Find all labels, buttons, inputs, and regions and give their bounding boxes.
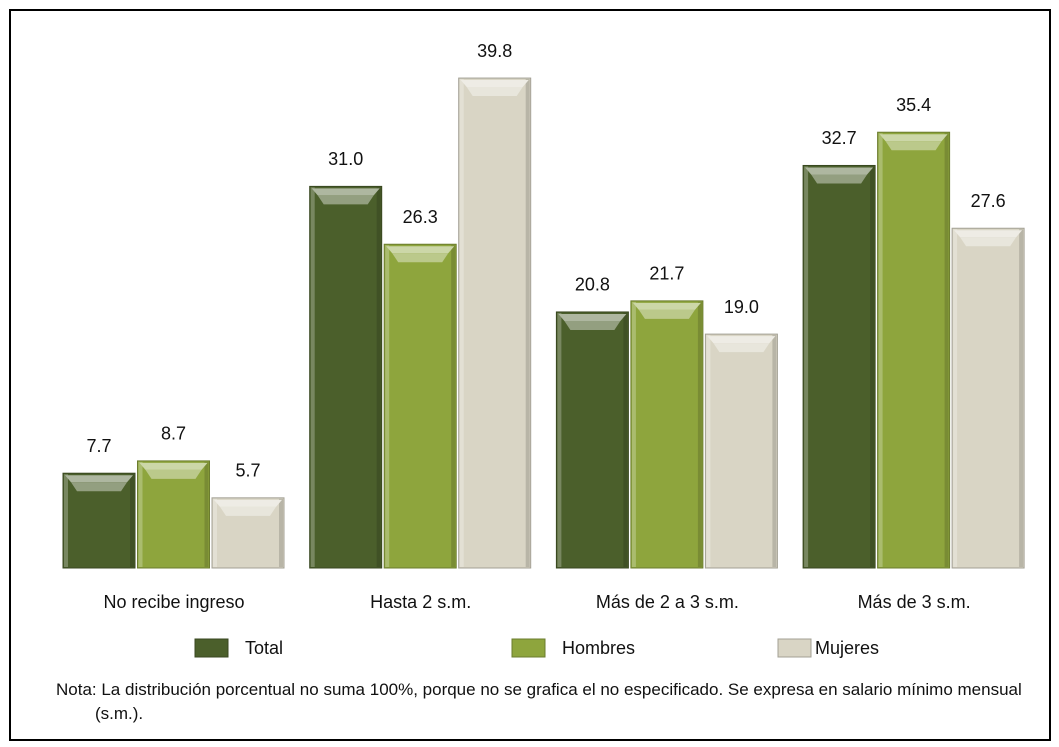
- bar-bevel: [65, 475, 133, 483]
- x-tick-label: Más de 3 s.m.: [858, 592, 971, 612]
- bar-edge: [64, 474, 68, 567]
- bar-bevel: [632, 302, 701, 310]
- bar-edge: [385, 245, 390, 567]
- bar-edge: [204, 461, 209, 567]
- bar-edge: [557, 312, 562, 567]
- bar: [951, 227, 1025, 569]
- bar-bevel: [885, 141, 942, 151]
- bar-edge: [130, 474, 134, 567]
- bar-bevel: [317, 195, 374, 205]
- bar-bevel: [139, 462, 208, 470]
- data-label: 7.7: [86, 436, 111, 456]
- bar-edge: [631, 301, 636, 567]
- data-label: 35.4: [896, 95, 931, 115]
- bar-edge: [213, 498, 217, 567]
- bar-bevel: [311, 188, 380, 196]
- bar-bevel: [954, 230, 1023, 238]
- bar-bevel: [564, 320, 621, 330]
- legend-label: Total: [245, 638, 283, 658]
- data-label: 39.8: [477, 41, 512, 61]
- bar-edge: [944, 133, 949, 567]
- bar-bevel: [879, 134, 948, 142]
- bar: [458, 77, 532, 569]
- note: Nota: La distribución porcentual no suma…: [56, 680, 1022, 723]
- bar-bevel: [392, 253, 449, 263]
- bar-bevel: [805, 167, 874, 175]
- x-tick-label: Hasta 2 s.m.: [370, 592, 471, 612]
- data-label: 19.0: [724, 297, 759, 317]
- bar-edge: [376, 187, 381, 567]
- bar-edge: [878, 133, 883, 567]
- bar-edge: [1019, 229, 1024, 567]
- bar-bevel: [713, 343, 770, 353]
- chart-frame: [9, 9, 1051, 741]
- bar-edge: [310, 187, 315, 567]
- bar: [802, 164, 876, 569]
- bar: [309, 185, 383, 569]
- data-label: 32.7: [822, 128, 857, 148]
- bar-bevel: [638, 309, 695, 319]
- legend-swatch: [511, 638, 546, 658]
- bar: [555, 311, 629, 569]
- bar: [877, 131, 951, 569]
- bar-edge: [804, 166, 809, 567]
- bar-bevel: [386, 246, 455, 254]
- bar-edge: [279, 498, 283, 567]
- bar-edge: [525, 79, 530, 567]
- bar-bevel: [220, 506, 276, 516]
- bar-bevel: [811, 174, 868, 184]
- bar: [630, 300, 704, 569]
- bar-edge: [706, 335, 711, 567]
- bar: [704, 333, 778, 569]
- data-label: 27.6: [971, 191, 1006, 211]
- legend-swatch: [194, 638, 229, 658]
- legend-label: Hombres: [562, 638, 635, 658]
- data-label: 20.8: [575, 275, 610, 295]
- legend-swatch: [777, 638, 812, 658]
- x-tick-label: Más de 2 a 3 s.m.: [596, 592, 739, 612]
- data-label: 8.7: [161, 424, 186, 444]
- bar-bevel: [460, 80, 529, 88]
- bar-bevel: [558, 313, 627, 321]
- data-label: 5.7: [235, 461, 260, 481]
- bar-bevel: [707, 336, 776, 344]
- bar-edge: [623, 312, 628, 567]
- data-label: 26.3: [403, 207, 438, 227]
- bar-bevel: [214, 499, 282, 507]
- bar-bevel: [960, 237, 1017, 247]
- bar-bevel: [71, 482, 127, 492]
- bar-edge: [772, 335, 777, 567]
- bar: [383, 243, 457, 569]
- bar-bevel: [145, 469, 202, 479]
- bar-edge: [459, 79, 464, 567]
- data-label: 31.0: [328, 149, 363, 169]
- bar-edge: [451, 245, 456, 567]
- bar-edge: [697, 301, 702, 567]
- bar-bevel: [466, 87, 523, 97]
- bar-edge: [138, 461, 143, 567]
- bar-edge: [953, 229, 958, 567]
- bar-edge: [870, 166, 875, 567]
- x-tick-label: No recibe ingreso: [103, 592, 244, 612]
- data-label: 21.7: [649, 264, 684, 284]
- legend-label: Mujeres: [815, 638, 879, 658]
